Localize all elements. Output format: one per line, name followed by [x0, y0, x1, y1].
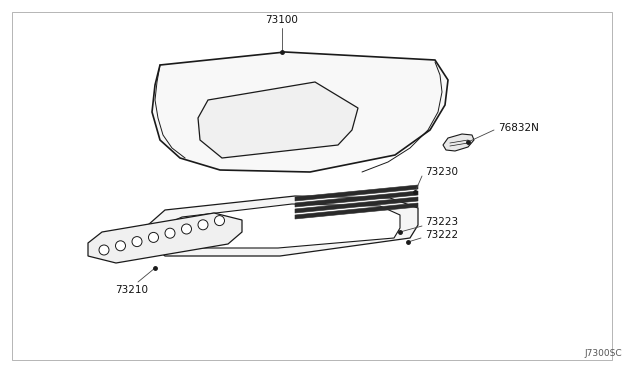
Circle shape — [214, 216, 225, 225]
Polygon shape — [295, 197, 418, 213]
Polygon shape — [148, 196, 418, 256]
Polygon shape — [443, 134, 474, 151]
Circle shape — [165, 228, 175, 238]
Polygon shape — [88, 213, 242, 263]
Polygon shape — [152, 52, 448, 172]
Polygon shape — [295, 203, 418, 219]
Text: 73210: 73210 — [115, 285, 148, 295]
Text: 73230: 73230 — [425, 167, 458, 177]
Text: 73223: 73223 — [425, 217, 458, 227]
Circle shape — [148, 232, 159, 243]
Circle shape — [198, 220, 208, 230]
Text: 76832N: 76832N — [498, 123, 539, 133]
Polygon shape — [198, 82, 358, 158]
Circle shape — [99, 245, 109, 255]
Text: 73222: 73222 — [425, 230, 458, 240]
Polygon shape — [164, 204, 400, 248]
Polygon shape — [295, 185, 418, 201]
Circle shape — [132, 237, 142, 247]
Text: J7300SC: J7300SC — [584, 349, 622, 358]
Polygon shape — [295, 191, 418, 207]
Text: 73100: 73100 — [266, 15, 298, 25]
Circle shape — [115, 241, 125, 251]
Circle shape — [182, 224, 191, 234]
